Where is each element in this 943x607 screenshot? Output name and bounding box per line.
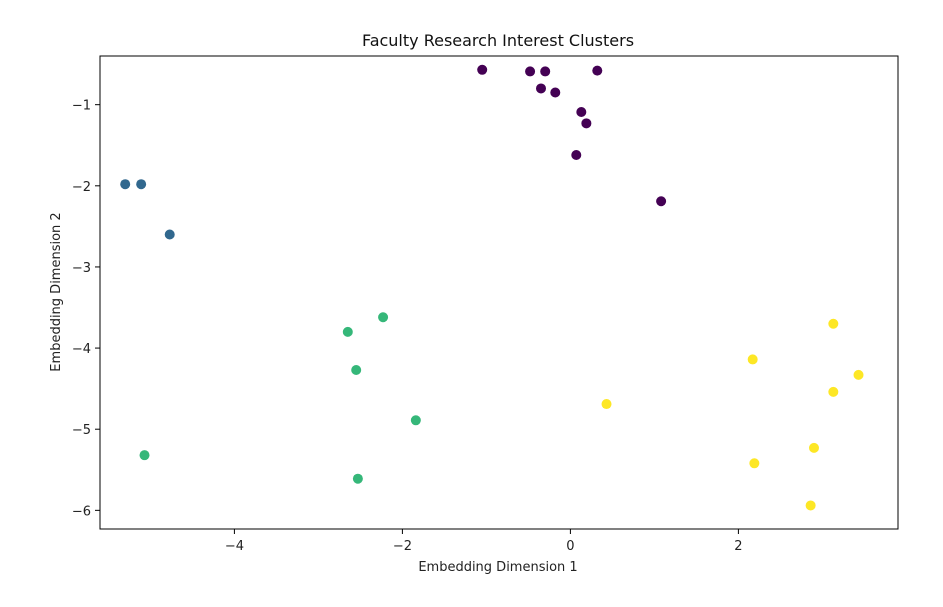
data-point-cluster-0-5 xyxy=(550,87,561,98)
y-tick-label-1: −2 xyxy=(72,180,91,195)
data-point-cluster-0-4 xyxy=(536,83,546,94)
data-point-cluster-2-5 xyxy=(352,473,363,484)
x-tick-label-2: 0 xyxy=(566,539,574,554)
data-point-cluster-0-9 xyxy=(656,196,667,207)
data-point-cluster-0-7 xyxy=(581,118,592,129)
data-point-cluster-1-1 xyxy=(136,179,147,190)
y-tick-label-0: −1 xyxy=(72,99,91,114)
x-tick-label-0: −4 xyxy=(225,539,244,554)
data-point-cluster-3-3 xyxy=(828,386,839,397)
y-tick-label-3: −4 xyxy=(72,342,91,357)
y-tick-label-4: −5 xyxy=(72,423,91,438)
data-point-cluster-0-1 xyxy=(525,66,536,77)
data-point-cluster-1-2 xyxy=(164,229,175,240)
data-point-cluster-3-2 xyxy=(853,369,864,380)
data-point-cluster-3-6 xyxy=(749,458,760,469)
data-point-cluster-3-7 xyxy=(805,500,816,511)
x-axis-label: Embedding Dimension 1 xyxy=(418,560,577,575)
data-point-cluster-2-4 xyxy=(139,450,150,461)
data-point-cluster-0-0 xyxy=(477,64,488,75)
x-tick-label-1: −2 xyxy=(393,539,412,554)
y-tick-label-5: −6 xyxy=(72,504,91,519)
data-point-cluster-1-0 xyxy=(120,179,131,190)
chart-title: Faculty Research Interest Clusters xyxy=(362,31,634,50)
x-axis-ticks: −4 −2 0 2 xyxy=(225,529,743,554)
y-axis-label: Embedding Dimension 2 xyxy=(49,212,64,371)
data-point-cluster-3-5 xyxy=(809,442,819,453)
x-tick-label-3: 2 xyxy=(734,539,742,554)
data-point-cluster-3-0 xyxy=(828,318,839,329)
data-point-cluster-0-6 xyxy=(576,106,587,117)
y-tick-label-2: −3 xyxy=(72,261,91,276)
plot-frame xyxy=(99,55,899,530)
points-layer xyxy=(120,64,864,511)
data-point-cluster-2-3 xyxy=(410,415,421,426)
data-point-cluster-0-8 xyxy=(571,149,582,160)
data-point-cluster-0-3 xyxy=(592,65,603,76)
data-point-cluster-3-1 xyxy=(747,354,758,365)
data-point-cluster-2-1 xyxy=(342,326,353,337)
data-point-cluster-2-0 xyxy=(378,312,389,323)
data-point-cluster-3-4 xyxy=(601,399,612,410)
data-point-cluster-0-2 xyxy=(540,66,551,77)
y-axis-ticks: −1 −2 −3 −4 −5 −6 xyxy=(72,99,100,519)
data-point-cluster-2-2 xyxy=(351,364,362,375)
